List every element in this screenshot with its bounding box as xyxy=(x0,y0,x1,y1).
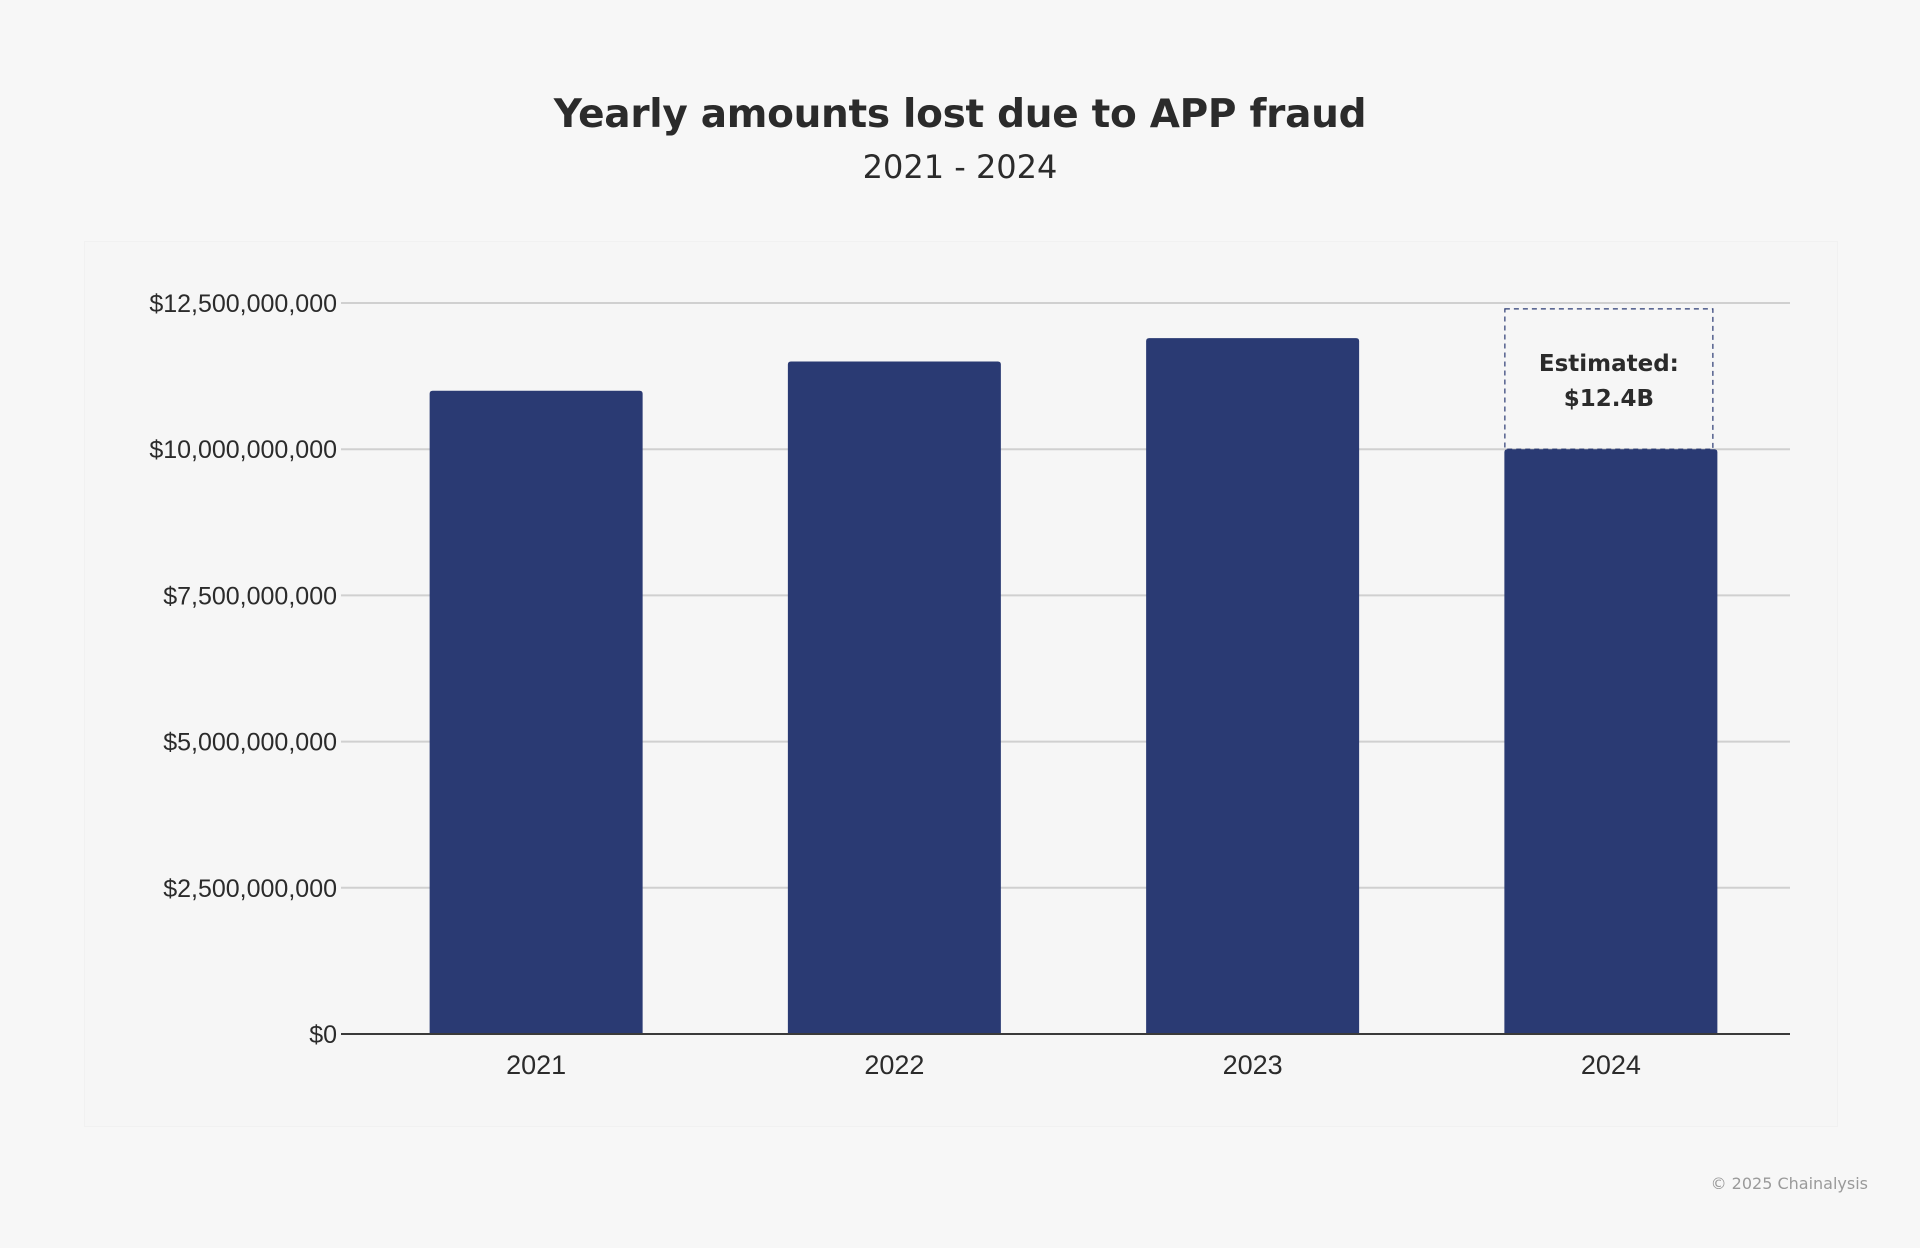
bars xyxy=(429,338,1718,1035)
bar-2021 xyxy=(429,390,643,1035)
x-tick-label: 2022 xyxy=(864,1050,924,1080)
bar-2024 xyxy=(1504,449,1718,1034)
y-tick-label: $7,500,000,000 xyxy=(163,582,337,610)
chart-title: Yearly amounts lost due to APP fraud xyxy=(553,92,1367,137)
bar-2023 xyxy=(1146,338,1360,1034)
y-tick-label: $12,500,000,000 xyxy=(149,290,337,318)
annotations: Estimated: $12.4B xyxy=(1504,308,1714,450)
estimate-label: Estimated: xyxy=(1539,351,1679,377)
bar-chart: Estimated: $12.4B $0 $2,500,000,000 $5,000,… xyxy=(149,290,1790,1080)
x-tick-label: 2023 xyxy=(1223,1050,1283,1080)
y-tick-label: $2,500,000,000 xyxy=(163,875,337,903)
chart-panel: Estimated: $12.4B $0 $2,500,000,000 $5,000,… xyxy=(84,241,1838,1127)
estimate-label: $12.4B xyxy=(1564,386,1654,412)
bar-2022 xyxy=(787,361,1001,1035)
axes: $0 $2,500,000,000 $5,000,000,000 $7,500,000… xyxy=(149,290,1790,1080)
y-tick-label: $10,000,000,000 xyxy=(149,436,337,464)
y-tick-label: $0 xyxy=(309,1021,337,1049)
y-tick-label: $5,000,000,000 xyxy=(163,729,337,757)
x-tick-label: 2024 xyxy=(1581,1050,1641,1080)
estimate-box xyxy=(1504,308,1714,450)
x-tick-label: 2021 xyxy=(506,1050,566,1080)
copyright-credit: © 2025 Chainalysis xyxy=(1710,1174,1868,1193)
chart-subtitle: 2021 - 2024 xyxy=(862,148,1058,186)
